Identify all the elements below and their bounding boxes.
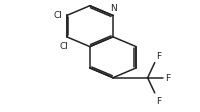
Text: F: F <box>155 96 160 105</box>
Text: Cl: Cl <box>54 11 62 20</box>
Text: F: F <box>165 74 170 83</box>
Text: N: N <box>110 4 117 13</box>
Text: Cl: Cl <box>59 41 68 50</box>
Text: F: F <box>155 52 160 60</box>
